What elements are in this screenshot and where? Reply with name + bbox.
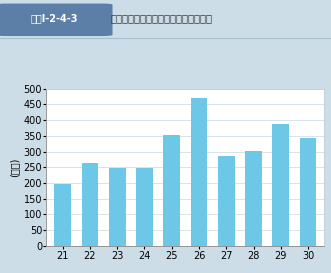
Bar xyxy=(245,151,262,246)
Bar xyxy=(163,135,180,246)
Y-axis label: (回数): (回数) xyxy=(9,158,20,177)
Text: 図表Ⅰ-2-4-3: 図表Ⅰ-2-4-3 xyxy=(31,13,78,23)
Bar xyxy=(81,163,98,246)
Bar xyxy=(54,184,71,246)
Text: ロシア機に対する緊急発進回数の推移: ロシア機に対する緊急発進回数の推移 xyxy=(111,13,213,23)
Bar xyxy=(218,156,235,246)
Bar xyxy=(109,168,126,246)
FancyBboxPatch shape xyxy=(0,4,113,36)
Bar xyxy=(300,138,316,246)
Bar xyxy=(136,168,153,246)
Bar xyxy=(272,124,289,246)
Bar xyxy=(191,99,208,246)
